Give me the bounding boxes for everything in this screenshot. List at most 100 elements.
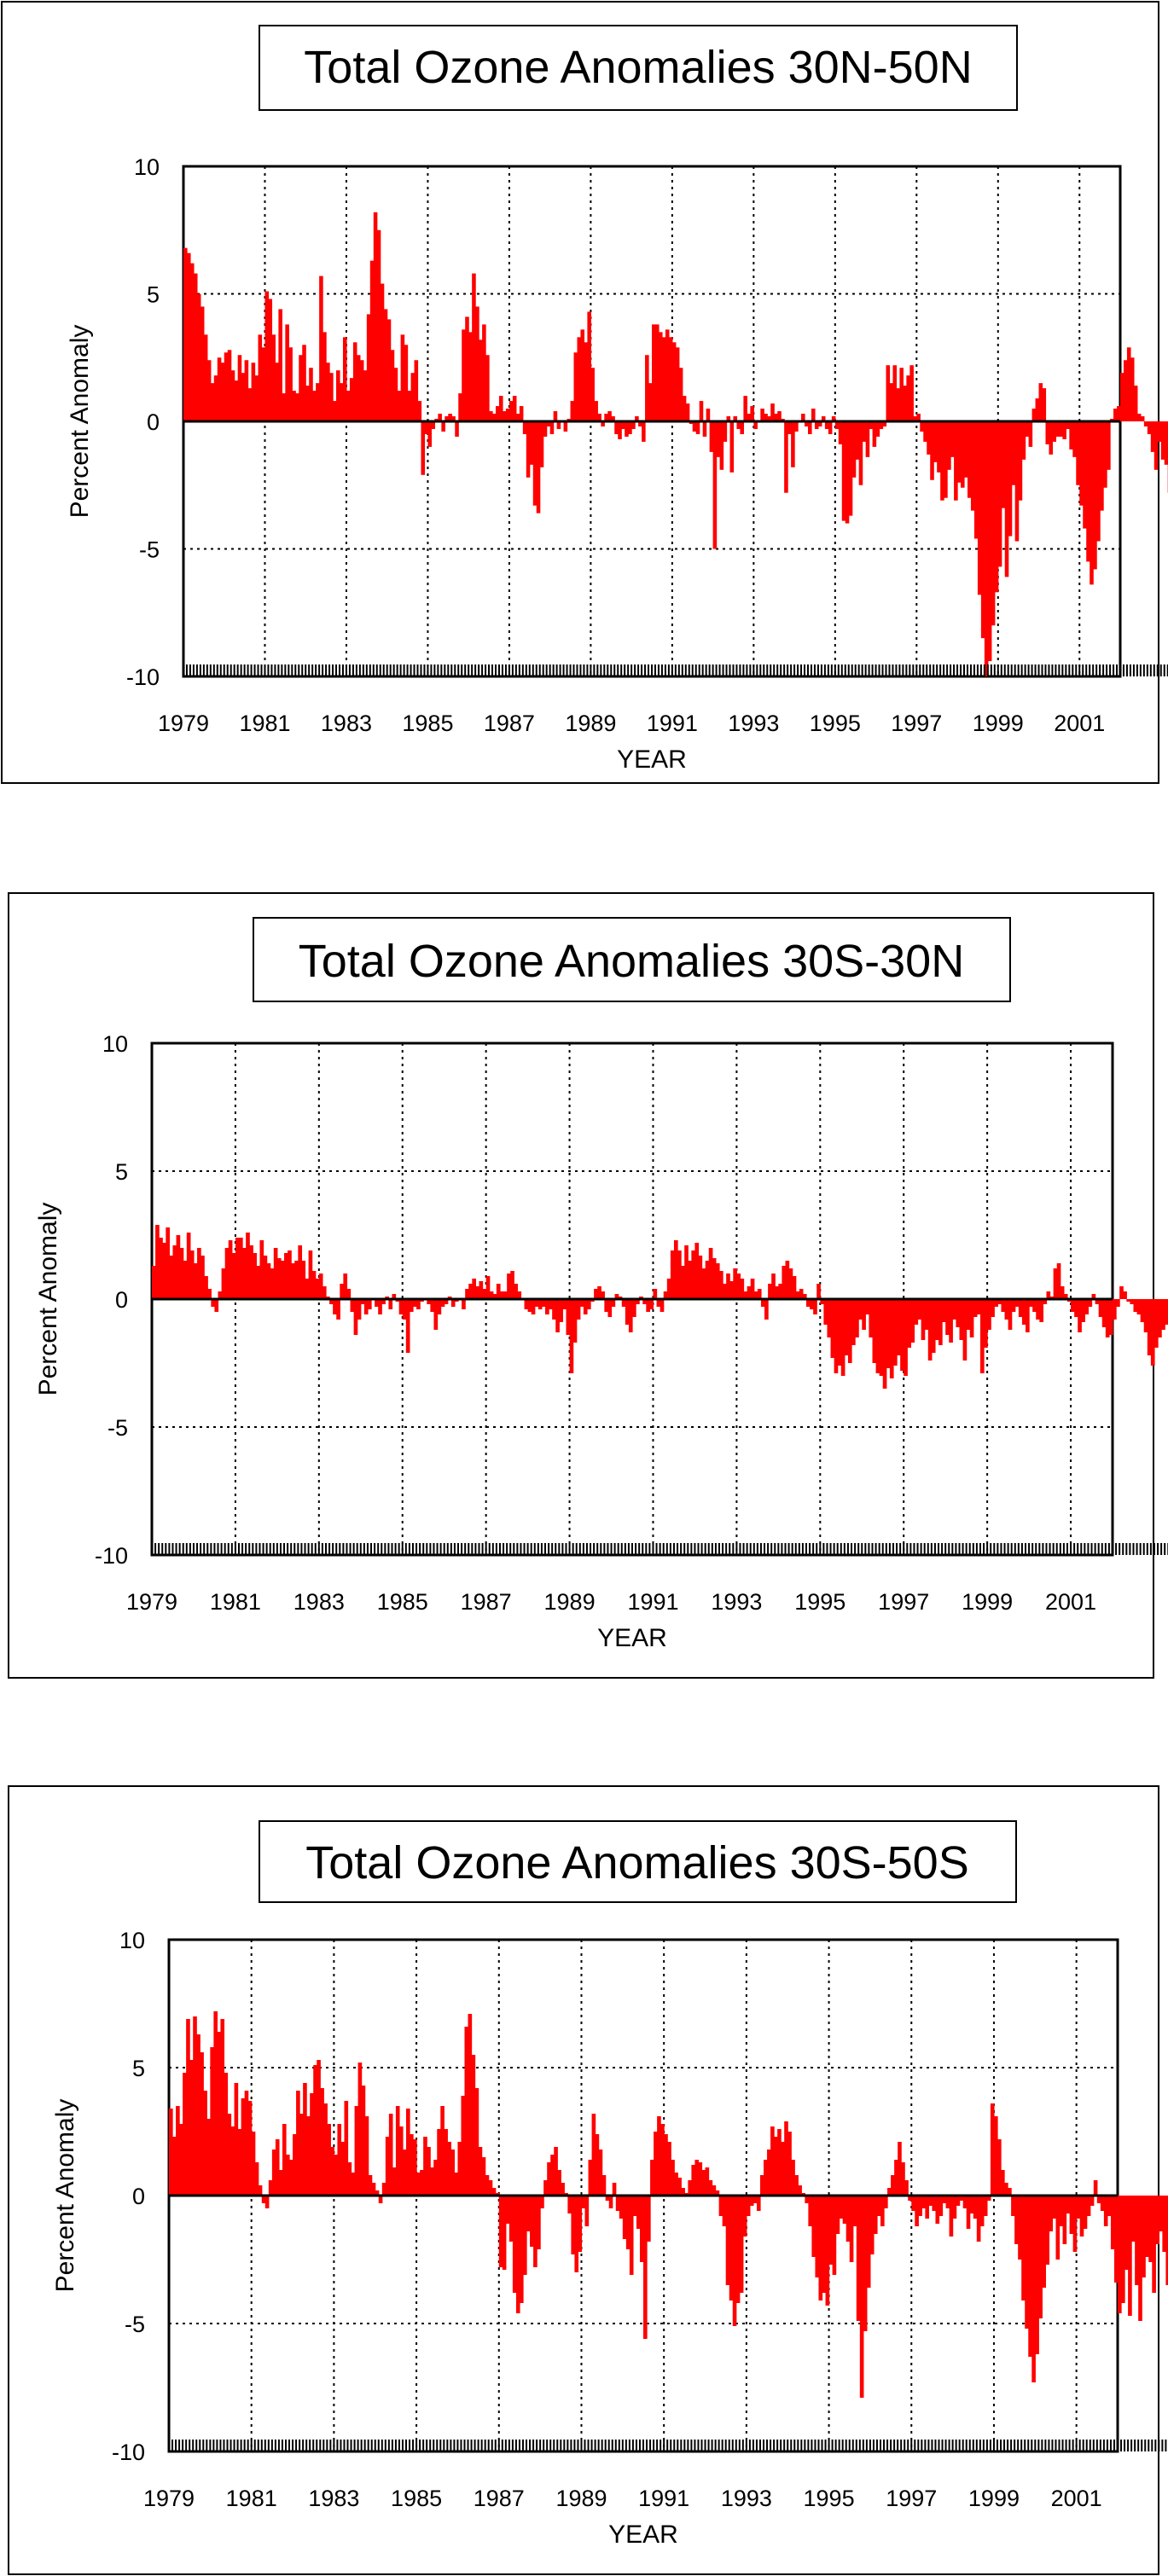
data-bar (271, 2150, 276, 2196)
data-bar (258, 334, 263, 421)
data-bar (906, 375, 910, 421)
data-bar (933, 421, 938, 462)
data-bar (900, 1299, 904, 1371)
data-bar (354, 2106, 359, 2196)
data-bar (381, 1299, 386, 1304)
data-bar (847, 1299, 852, 1363)
data-bar (701, 1268, 706, 1299)
data-bar (994, 421, 999, 593)
data-bar (1056, 1263, 1061, 1299)
data-bar (944, 421, 948, 498)
data-bar (508, 2196, 514, 2242)
data-bar (367, 1299, 372, 1309)
data-bar (368, 2175, 373, 2196)
data-bar (231, 1253, 236, 1299)
x-tick-label: 1993 (728, 711, 779, 736)
data-bar (650, 2160, 654, 2196)
data-bar (315, 1279, 320, 1299)
data-bar (571, 2196, 576, 2254)
data-bar (261, 2196, 266, 2203)
title-box (253, 917, 1011, 1002)
data-bar (663, 1291, 668, 1299)
data-bar (945, 1299, 950, 1335)
data-bar (306, 2116, 311, 2196)
data-bar (636, 2196, 641, 2229)
data-bar (318, 1273, 323, 1299)
data-bar (653, 1289, 658, 1299)
data-bar (917, 1299, 922, 1320)
x-tick-label: 1983 (308, 2486, 359, 2511)
x-tick-label: 1997 (891, 711, 942, 736)
data-bar (273, 1248, 278, 1299)
data-bar (632, 2196, 637, 2216)
data-bar (424, 421, 429, 434)
data-bar (614, 1294, 619, 1299)
data-bar (193, 273, 198, 421)
data-bar (271, 334, 276, 421)
data-bar (1107, 421, 1111, 470)
data-bar (1147, 421, 1152, 434)
data-bar (654, 324, 660, 421)
chart-title: Total Ozone Anomalies 30S-30N (299, 936, 964, 987)
data-bar (858, 1299, 863, 1320)
data-bar (282, 2124, 287, 2196)
data-bar (828, 2196, 834, 2265)
data-bar (578, 2196, 583, 2252)
data-bar (986, 2196, 991, 2201)
data-bar (583, 1299, 588, 1314)
data-bar (505, 2196, 510, 2224)
data-bar (1039, 1299, 1044, 1322)
data-bar (366, 314, 371, 421)
data-bar (217, 2032, 222, 2196)
data-bar (586, 1299, 591, 1309)
data-bar (810, 1299, 814, 1309)
data-bar (196, 293, 201, 421)
data-bar (759, 2175, 764, 2196)
data-bar (299, 355, 303, 421)
data-bar (949, 1299, 953, 1343)
data-bar (475, 306, 479, 421)
x-tick-label: 1987 (484, 711, 535, 736)
data-bar (904, 1299, 908, 1376)
data-bar (698, 1256, 703, 1299)
data-bar (1011, 421, 1016, 485)
data-bar (381, 2183, 386, 2196)
data-bar (357, 2063, 363, 2196)
data-bar (907, 1299, 911, 1348)
data-bar (879, 421, 884, 429)
data-bar (1004, 1299, 1009, 1320)
data-bar (412, 1299, 417, 1307)
data-bar (550, 2155, 555, 2196)
data-bar (764, 1299, 769, 1320)
data-bar (316, 383, 320, 421)
data-bar (200, 2052, 204, 2196)
data-bar (1018, 421, 1023, 501)
data-bar (268, 299, 273, 421)
data-bar (668, 337, 673, 421)
data-bar (1103, 421, 1107, 488)
data-bar (794, 421, 799, 432)
x-tick-label: 1995 (794, 1589, 845, 1615)
data-bar (808, 421, 812, 434)
data-bar (359, 360, 364, 421)
data-bar (179, 2124, 183, 2196)
data-bar (536, 421, 541, 513)
data-bar (597, 414, 601, 421)
data-bar (1145, 2196, 1149, 2257)
data-bar (938, 2196, 944, 2216)
data-bar (292, 391, 296, 421)
y-tick-label: 5 (147, 282, 160, 308)
data-bar (352, 342, 357, 421)
y-tick-label: 5 (115, 1159, 128, 1185)
x-tick-label: 1995 (810, 711, 861, 736)
data-bar (927, 1299, 933, 1361)
chart-svg: Total Ozone Anomalies 30S-50S 10 5 0 -5 -10 1… (8, 1785, 1168, 2575)
y-tick-label: -5 (108, 1415, 128, 1441)
data-bar (346, 391, 351, 421)
data-bar (897, 1299, 901, 1355)
data-bar (604, 1299, 609, 1312)
data-bar (784, 421, 788, 493)
title-box (259, 25, 1018, 111)
data-bar (336, 370, 340, 421)
data-bar (581, 2196, 586, 2208)
